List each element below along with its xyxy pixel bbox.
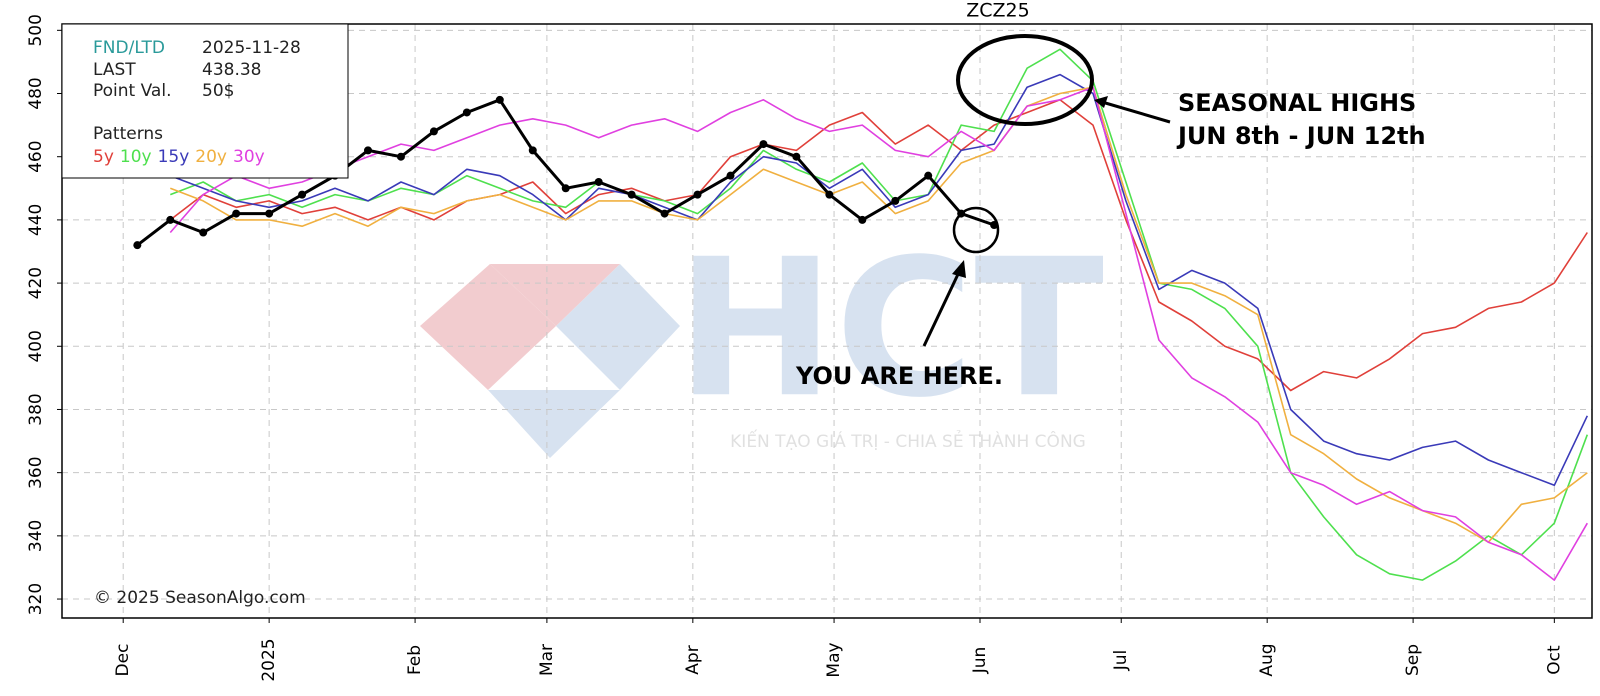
arrow-head <box>952 260 966 278</box>
series-line <box>170 73 1589 487</box>
point <box>396 152 405 161</box>
wm-shape <box>488 390 620 458</box>
x-tick-label: Dec <box>113 644 133 677</box>
x-tick-label: Mar <box>537 644 557 676</box>
point <box>298 190 307 199</box>
point <box>924 171 933 180</box>
point <box>166 215 175 224</box>
point <box>364 146 372 155</box>
y-tick-label: 500 <box>26 14 46 46</box>
x-tick-label: Feb <box>405 645 425 675</box>
point <box>528 146 537 155</box>
annotation: JUN 8th - JUN 12th <box>1176 122 1426 150</box>
x-tick-label: 2025 <box>259 638 279 681</box>
legend-entry: 10y <box>120 147 152 167</box>
y-tick-label: 440 <box>26 204 46 236</box>
point <box>265 209 274 218</box>
info-value: 2025-11-28 <box>202 38 301 58</box>
arrow-head <box>1094 96 1108 108</box>
y-tick-label: 460 <box>26 140 46 172</box>
point <box>495 95 504 104</box>
point <box>627 190 636 199</box>
point <box>429 127 438 136</box>
wm-shape <box>420 264 556 390</box>
y-tick-label: 360 <box>26 456 46 488</box>
highs-circle <box>956 34 1094 126</box>
plot <box>62 24 1592 618</box>
chart-title: ZCZ25 <box>966 0 1029 22</box>
here-circle <box>952 206 1000 254</box>
series-line <box>169 86 1588 581</box>
info-key: Point Val. <box>93 81 171 101</box>
y-tick-label: 320 <box>26 583 46 615</box>
arrow <box>922 269 962 347</box>
x-tick-label: May <box>824 642 844 677</box>
x-tick-label: Apr <box>683 645 703 674</box>
patterns-label: Patterns <box>93 124 163 144</box>
plot-frame <box>61 23 1593 619</box>
legend-entry: 5y <box>93 147 114 167</box>
legend-entry: 30y <box>233 147 265 167</box>
point <box>561 184 570 193</box>
series-line <box>170 86 1588 543</box>
x-tick-label: Sep <box>1403 644 1423 676</box>
wm-slogan: KIẾN TẠO GIÁ TRỊ - CHIA SẺ THÀNH CÔNG <box>730 428 1086 452</box>
legend-entry: 20y <box>195 147 227 167</box>
point <box>792 152 801 161</box>
arrow <box>1101 100 1171 124</box>
legend: 5y 10y 15y 20y 30y <box>93 147 265 167</box>
wm-shape <box>556 264 680 390</box>
point <box>199 228 208 237</box>
info-box <box>61 23 349 179</box>
y-tick-label: 420 <box>26 267 46 299</box>
copyright: © 2025 SeasonAlgo.com <box>94 588 306 608</box>
series-line <box>169 99 1588 392</box>
x-tick-label: Oct <box>1544 645 1564 675</box>
wm-shape <box>490 264 620 326</box>
y-tick-label: 340 <box>26 520 46 552</box>
info-key: FND/LTD <box>93 38 165 58</box>
wm-logo: HCT <box>676 218 1104 439</box>
x-tick-label: Jul <box>1111 650 1131 672</box>
y-tick-label: 400 <box>26 330 46 362</box>
legend-entry: 15y <box>158 147 190 167</box>
series-line <box>170 48 1589 581</box>
x-tick-label: Jun <box>970 647 990 675</box>
y-tick-label: 380 <box>26 393 46 425</box>
point <box>660 209 669 218</box>
x-tick-label: Aug <box>1257 643 1277 676</box>
info-value: 438.38 <box>202 60 261 80</box>
point <box>232 209 241 218</box>
point <box>891 196 900 205</box>
point <box>133 241 142 250</box>
info-value: 50$ <box>202 81 234 101</box>
point <box>858 215 867 224</box>
info-key: LAST <box>93 60 136 80</box>
point <box>594 177 603 186</box>
grid <box>62 24 1592 618</box>
point <box>759 140 768 149</box>
annotation: YOU ARE HERE. <box>795 362 1003 390</box>
watermark: HCT KIẾN TẠO GIÁ TRỊ - CHIA SẺ THÀNH CÔN… <box>420 218 1104 458</box>
point <box>726 171 735 180</box>
y-tick-label: 480 <box>26 77 46 109</box>
point <box>825 190 834 199</box>
annotation: SEASONAL HIGHS <box>1178 89 1416 117</box>
point <box>693 190 702 199</box>
point <box>462 108 471 117</box>
